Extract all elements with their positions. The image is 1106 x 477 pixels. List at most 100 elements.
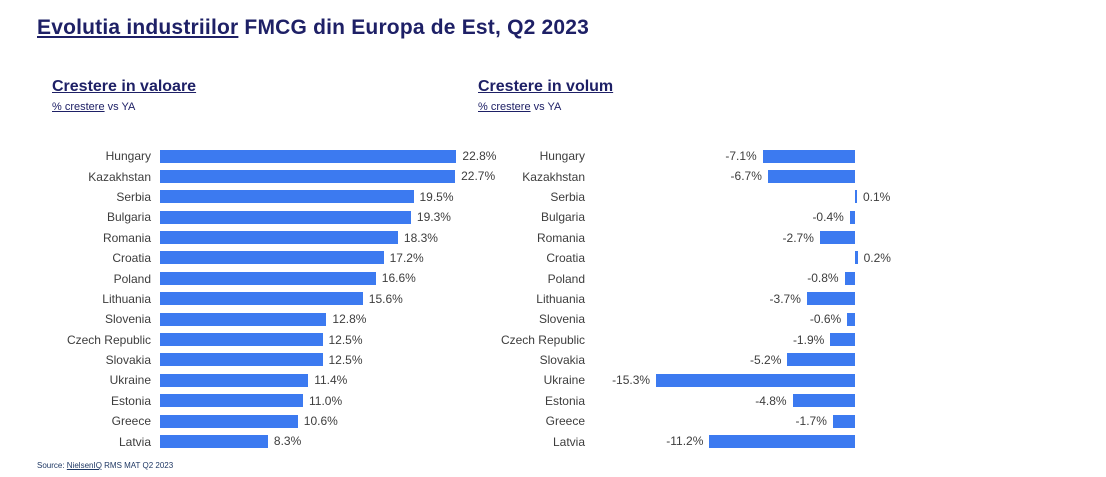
chart-title-value-text: Crestere in valoare xyxy=(52,78,197,95)
bar-track: 8.3% xyxy=(160,431,557,451)
value-label: 17.2% xyxy=(389,250,424,265)
bar xyxy=(767,169,855,183)
bar xyxy=(160,190,414,204)
bar-track: -6.7% xyxy=(594,166,918,186)
bar xyxy=(656,373,855,387)
bar xyxy=(832,414,855,428)
chart-title-value: Crestere in valoare xyxy=(52,78,557,96)
category-label: Slovakia xyxy=(539,353,585,368)
category-label: Bulgaria xyxy=(106,210,151,225)
bar xyxy=(160,333,323,347)
bar-track: -2.7% xyxy=(594,228,918,248)
chart-row: Ukraine -15.3% xyxy=(478,370,918,390)
bar xyxy=(160,353,323,367)
category-label: Poland xyxy=(113,271,151,286)
category-label: Kazakhstan xyxy=(88,169,151,184)
chart-subtitle-volume-underlined: % crestere xyxy=(478,101,531,113)
bar xyxy=(849,210,855,224)
category-label: Hungary xyxy=(105,149,151,164)
bar-track: -0.8% xyxy=(594,268,918,288)
value-label: -0.4% xyxy=(812,210,844,225)
category-label: Romania xyxy=(536,230,585,245)
chart-row: Lithuania -3.7% xyxy=(478,289,918,309)
bar-track: 12.8% xyxy=(160,309,557,329)
chart-row: Greece -1.7% xyxy=(478,411,918,431)
bar-track: 15.6% xyxy=(160,289,557,309)
bar-track: 11.4% xyxy=(160,370,557,390)
bar xyxy=(160,169,456,183)
value-label: 0.1% xyxy=(863,189,891,204)
source-note: Source: NielsenIQ RMS MAT Q2 2023 xyxy=(37,461,173,470)
category-label: Greece xyxy=(545,414,585,429)
bar-track: -1.7% xyxy=(594,411,918,431)
chart-row: Slovenia -0.6% xyxy=(478,309,918,329)
bar xyxy=(830,333,855,347)
bar-track: 12.5% xyxy=(160,330,557,350)
category-label: Poland xyxy=(547,271,585,286)
category-label: Estonia xyxy=(110,393,151,408)
page-title: Evolutia industriilor FMCG din Europa de… xyxy=(37,16,589,40)
bar-track: -0.6% xyxy=(594,309,918,329)
value-label: -2.7% xyxy=(782,230,814,245)
value-label: 18.3% xyxy=(403,230,438,245)
category-label: Serbia xyxy=(550,189,585,204)
category-label: Ukraine xyxy=(543,373,585,388)
bar xyxy=(160,251,384,265)
value-label: -0.8% xyxy=(807,271,839,286)
category-label: Serbia xyxy=(116,189,151,204)
category-label: Slovakia xyxy=(105,353,151,368)
bar-track: -11.2% xyxy=(594,431,918,451)
chart-row: Czech Republic -1.9% xyxy=(478,330,918,350)
bar-track: 19.3% xyxy=(160,207,557,227)
bar xyxy=(160,210,411,224)
chart-subtitle-volume: % crestere vs YA xyxy=(478,101,918,113)
chart-row: Hungary 22.8% xyxy=(52,146,557,166)
bar xyxy=(160,312,327,326)
chart-row: Romania -2.7% xyxy=(478,228,918,248)
value-label: 22.7% xyxy=(461,169,496,184)
bar xyxy=(160,373,309,387)
value-label: 0.2% xyxy=(863,250,891,265)
chart-subtitle-value: % crestere vs YA xyxy=(52,101,557,113)
chart-row: Hungary -7.1% xyxy=(478,146,918,166)
chart-row: Estonia -4.8% xyxy=(478,391,918,411)
chart-row: Slovakia -5.2% xyxy=(478,350,918,370)
bar xyxy=(855,251,858,265)
category-label: Croatia xyxy=(546,251,585,266)
bar xyxy=(709,434,855,448)
value-label: -4.8% xyxy=(755,393,787,408)
chart-row: Poland 16.6% xyxy=(52,268,557,288)
value-label: 15.6% xyxy=(368,291,403,306)
chart-row: Romania 18.3% xyxy=(52,228,557,248)
bar xyxy=(160,434,268,448)
category-label: Ukraine xyxy=(109,373,151,388)
value-label: 11.4% xyxy=(314,373,348,388)
bar-track: 11.0% xyxy=(160,391,557,411)
value-label: -5.2% xyxy=(750,352,782,367)
volume-growth-bars-area: Hungary -7.1% Kazakhstan -6.7% Serbia 0.1% Bul… xyxy=(478,146,918,452)
category-label: Bulgaria xyxy=(540,210,585,225)
chart-row: Latvia -11.2% xyxy=(478,431,918,451)
value-label: 16.6% xyxy=(381,271,416,286)
bar-track: 19.5% xyxy=(160,187,557,207)
bar xyxy=(160,394,303,408)
bar-track: -4.8% xyxy=(594,391,918,411)
bar-track: 12.5% xyxy=(160,350,557,370)
chart-row: Slovenia 12.8% xyxy=(52,309,557,329)
chart-row: Czech Republic 12.5% xyxy=(52,330,557,350)
value-label: 22.8% xyxy=(462,149,497,163)
category-label: Romania xyxy=(102,230,151,245)
value-label: -15.3% xyxy=(612,373,651,388)
bar-track: -5.2% xyxy=(594,350,918,370)
value-label: -0.6% xyxy=(809,312,842,327)
chart-row: Lithuania 15.6% xyxy=(52,289,557,309)
category-label: Croatia xyxy=(112,251,151,266)
category-label: Latvia xyxy=(552,434,585,449)
chart-row: Poland -0.8% xyxy=(478,268,918,288)
bar-track: 0.2% xyxy=(594,248,918,268)
chart-volume-growth: Crestere in volum % crestere vs YA Hunga… xyxy=(478,78,918,452)
value-growth-bars-area: Hungary 22.8% Kazakhstan 22.7% Serbia 19.5% Bu… xyxy=(52,146,557,452)
value-label: -3.7% xyxy=(769,291,801,306)
page-title-underlined: Evolutia industriilor xyxy=(37,16,239,39)
bar-track: 22.8% xyxy=(160,146,557,166)
